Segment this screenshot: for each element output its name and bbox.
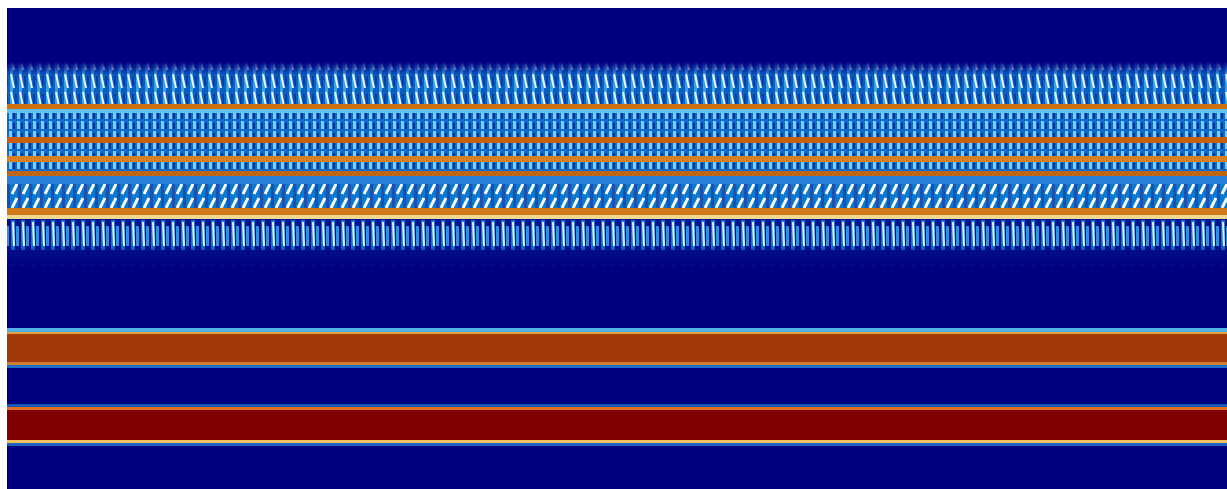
fade (7, 245, 1227, 267)
band-edge (7, 443, 1227, 446)
texture-band (7, 162, 1227, 171)
harmonic-line (7, 156, 1227, 162)
texture-band (7, 176, 1227, 184)
band-edge (7, 362, 1227, 365)
texture-band (7, 143, 1227, 156)
energy-band (7, 334, 1227, 362)
band-edge (7, 328, 1227, 332)
harmonic-edge (7, 215, 1227, 219)
energy-band (7, 410, 1227, 440)
band-edge (7, 365, 1227, 368)
page (0, 0, 1227, 489)
band-edge (7, 332, 1227, 334)
fade (7, 62, 1227, 76)
band-edge (7, 404, 1227, 407)
band-edge (7, 407, 1227, 410)
texture-band (7, 184, 1227, 208)
harmonic-line (7, 208, 1227, 215)
harmonic-line (7, 104, 1227, 109)
harmonic-line (7, 171, 1227, 176)
band-edge (7, 440, 1227, 443)
harmonic-edge (7, 109, 1227, 113)
spectrogram (0, 0, 1227, 489)
harmonic-line (7, 137, 1227, 143)
texture-band (7, 113, 1227, 137)
